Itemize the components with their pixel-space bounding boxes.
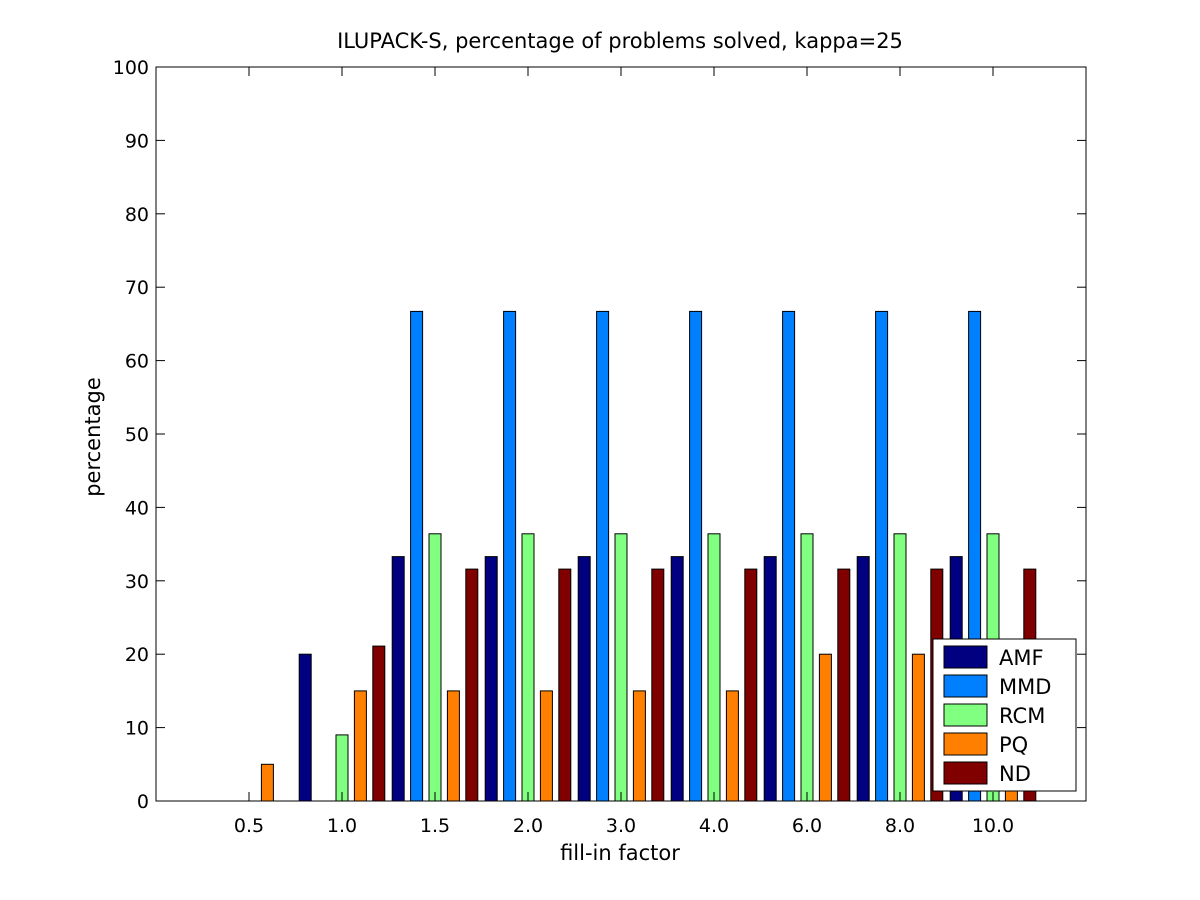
- bars-group: [260, 310, 1037, 802]
- bar-rcm-8.0: [893, 533, 907, 802]
- x-axis-ticks: 0.5 1.0 1.5 2.0 3.0 4.0 6.0 8.0 10.0: [234, 67, 1014, 837]
- y-tick-label: 20: [125, 644, 149, 666]
- y-tick-label: 70: [125, 277, 149, 299]
- bar-rcm-1.5: [428, 533, 442, 802]
- bar-pq-8.0: [911, 653, 925, 802]
- legend-swatch-pq: [943, 732, 988, 756]
- x-tick-label: 1.0: [327, 815, 357, 837]
- y-tick-label: 60: [125, 351, 149, 373]
- x-tick-label: 4.0: [699, 815, 729, 837]
- bar-mmd-1.5: [410, 310, 424, 802]
- bar-mmd-6.0: [782, 310, 796, 802]
- bar-rcm-2.0: [521, 533, 535, 802]
- legend-label-amf: AMF: [999, 646, 1044, 670]
- bar-amf-4.0: [670, 556, 684, 802]
- x-tick-label: 3.0: [606, 815, 636, 837]
- x-tick-label: 2.0: [513, 815, 543, 837]
- y-axis-label: percentage: [81, 377, 105, 497]
- y-tick-label: 0: [137, 791, 149, 813]
- x-axis-label: fill-in factor: [560, 841, 680, 865]
- bar-pq-6.0: [818, 653, 832, 802]
- bar-amf-1.0: [298, 653, 312, 802]
- bar-pq-3.0: [632, 690, 646, 802]
- bar-pq-1.5: [446, 690, 460, 802]
- bar-nd-1.0: [372, 645, 386, 802]
- bar-pq-4.0: [725, 690, 739, 802]
- bar-nd-6.0: [837, 568, 851, 802]
- x-tick-label: 6.0: [792, 815, 822, 837]
- legend: AMF MMD RCM PQ ND: [932, 638, 1077, 792]
- legend-swatch-amf: [943, 645, 988, 669]
- legend-label-rcm: RCM: [999, 704, 1045, 728]
- legend-label-mmd: MMD: [999, 675, 1051, 699]
- y-tick-label: 30: [125, 571, 149, 593]
- y-tick-label: 80: [125, 204, 149, 226]
- x-tick-label: 0.5: [234, 815, 264, 837]
- x-tick-label: 10.0: [972, 815, 1014, 837]
- legend-swatch-mmd: [943, 674, 988, 698]
- y-tick-label: 40: [125, 497, 149, 519]
- legend-label-pq: PQ: [999, 733, 1028, 757]
- bar-mmd-8.0: [875, 310, 889, 802]
- bar-amf-8.0: [856, 556, 870, 802]
- y-axis-ticks: 0 10 20 30 40 50 60 70 80 90 100: [113, 57, 1086, 813]
- x-tick-label: 1.5: [420, 815, 450, 837]
- y-tick-label: 50: [125, 424, 149, 446]
- y-tick-label: 90: [125, 130, 149, 152]
- legend-swatch-rcm: [943, 703, 988, 727]
- bar-pq-2.0: [539, 690, 553, 802]
- y-tick-label: 10: [125, 718, 149, 740]
- bar-rcm-4.0: [707, 533, 721, 802]
- chart-title: ILUPACK-S, percentage of problems solved…: [337, 29, 903, 53]
- bar-amf-3.0: [577, 556, 591, 802]
- bar-mmd-3.0: [596, 310, 610, 802]
- x-tick-label: 8.0: [885, 815, 915, 837]
- bar-mmd-2.0: [503, 310, 517, 802]
- bar-rcm-6.0: [800, 533, 814, 802]
- bar-mmd-4.0: [689, 310, 703, 802]
- legend-swatch-nd: [943, 761, 988, 785]
- bar-rcm-3.0: [614, 533, 628, 802]
- bar-nd-4.0: [744, 568, 758, 802]
- y-tick-label: 100: [113, 57, 149, 79]
- legend-label-nd: ND: [999, 762, 1031, 786]
- bar-nd-3.0: [651, 568, 665, 802]
- bar-nd-2.0: [558, 568, 572, 802]
- bar-rcm-1.0: [335, 734, 349, 802]
- bar-amf-1.5: [391, 556, 405, 802]
- bar-pq-1.0: [353, 690, 367, 802]
- bar-nd-1.5: [465, 568, 479, 802]
- bar-amf-2.0: [484, 556, 498, 802]
- bar-amf-6.0: [763, 556, 777, 802]
- bar-pq-0.5: [260, 763, 274, 802]
